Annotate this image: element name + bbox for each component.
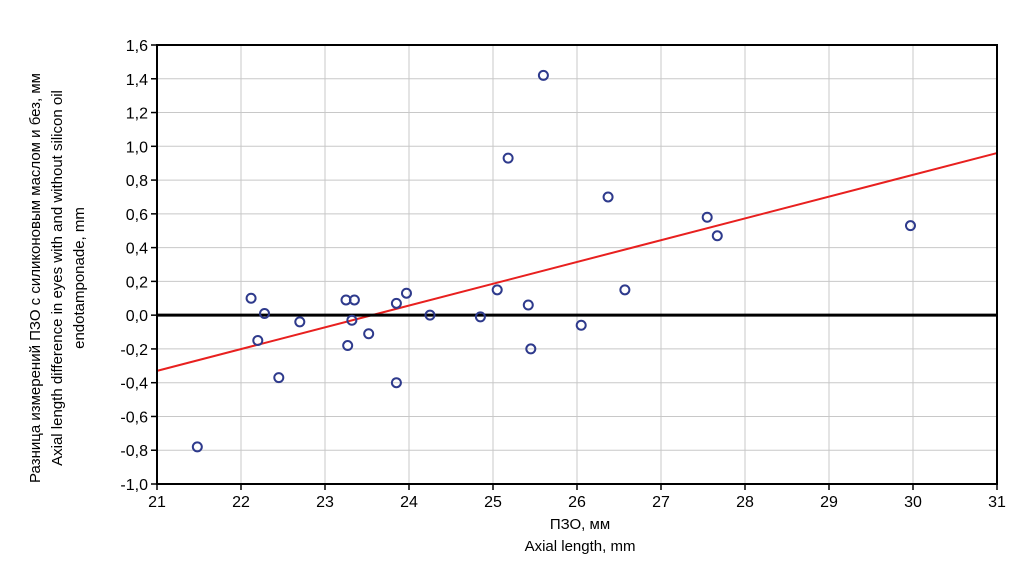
y-axis-title-ru: Разница измерений ПЗО с силиконовым масл… (27, 73, 44, 483)
x-tick-label: 29 (820, 494, 838, 511)
data-point (252, 334, 264, 346)
y-tick-label: 1,0 (126, 139, 148, 156)
x-tick-label: 28 (736, 494, 754, 511)
x-axis-title-en: Axial length, mm (525, 538, 636, 555)
y-tick-label: 0,0 (126, 308, 148, 325)
data-point (522, 299, 534, 311)
data-point (602, 191, 614, 203)
data-point (491, 284, 503, 296)
data-point (575, 319, 587, 331)
data-point (348, 294, 360, 306)
data-point (191, 441, 203, 453)
data-point (245, 292, 257, 304)
data-point (390, 297, 402, 309)
data-points (191, 69, 916, 453)
y-tick-label: -0,4 (120, 376, 148, 393)
x-tick-label: 25 (484, 494, 502, 511)
data-point (346, 314, 358, 326)
data-point (701, 211, 713, 223)
x-tick-label: 31 (988, 494, 1006, 511)
data-point (400, 287, 412, 299)
x-axis-title-ru: ПЗО, мм (550, 516, 610, 533)
y-tick-label: 1,2 (126, 106, 148, 123)
y-tick-label: -1,0 (120, 477, 148, 494)
regression-line (156, 152, 998, 372)
data-point (474, 311, 486, 323)
y-tick-label: 1,6 (126, 38, 148, 55)
x-tick-labels: 21 22 23 24 25 26 27 28 29 30 31 (148, 494, 1006, 511)
y-tick-label: 0,6 (126, 207, 148, 224)
y-tick-label: -0,2 (120, 342, 148, 359)
x-tick-label: 21 (148, 494, 166, 511)
x-tick-label: 26 (568, 494, 586, 511)
data-point (904, 220, 916, 232)
y-axis-title-en-1: Axial length difference in eyes with and… (49, 90, 66, 466)
y-tick-label: -0,6 (120, 409, 148, 426)
data-point (502, 152, 514, 164)
y-tick-labels: -1,0 -0,8 -0,6 -0,4 -0,2 0,0 0,2 0,4 0,6 0,8 1,0 1,… (120, 38, 148, 494)
data-point (273, 372, 285, 384)
y-tick-label: -0,8 (120, 443, 148, 460)
data-point (259, 307, 271, 319)
y-tick-label: 0,8 (126, 173, 148, 190)
axis-ticks (151, 44, 998, 490)
data-point (537, 69, 549, 81)
y-axis-title-en-2: endotamponade, mm (71, 207, 88, 349)
x-tick-label: 30 (904, 494, 922, 511)
y-tick-label: 1,4 (126, 72, 148, 89)
y-tick-label: 0,4 (126, 241, 148, 258)
x-tick-label: 24 (400, 494, 418, 511)
x-tick-label: 23 (316, 494, 334, 511)
data-point (390, 377, 402, 389)
y-tick-label: 0,2 (126, 274, 148, 291)
data-point (342, 340, 354, 352)
data-point (294, 316, 306, 328)
data-point (711, 230, 723, 242)
data-point (424, 309, 436, 321)
x-tick-label: 27 (652, 494, 670, 511)
x-tick-label: 22 (232, 494, 250, 511)
fit-line-group (156, 152, 998, 372)
grid-lines (156, 44, 998, 485)
data-point (525, 343, 537, 355)
data-point (363, 328, 375, 340)
data-point (619, 284, 631, 296)
